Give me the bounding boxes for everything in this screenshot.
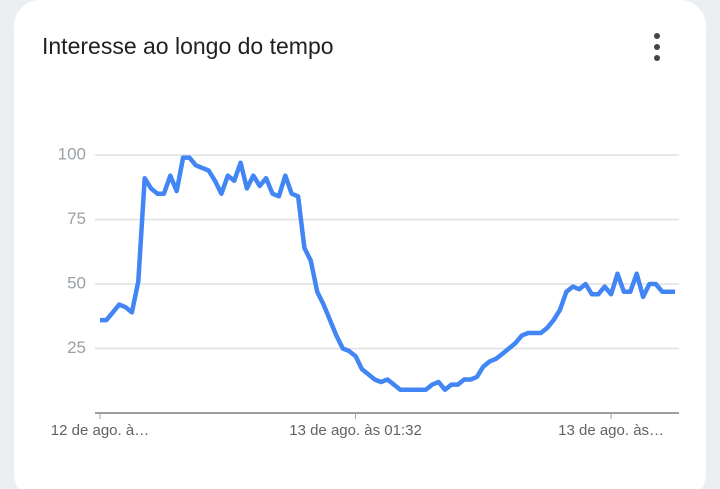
- x-tick-label: 13 de ago. às…: [558, 422, 664, 439]
- menu-button[interactable]: [654, 33, 660, 61]
- y-tick-label: 50: [67, 273, 86, 292]
- x-tick-label: 12 de ago. à…: [51, 422, 149, 439]
- y-tick-label: 75: [67, 209, 86, 228]
- x-tick-label: 13 de ago. às 01:32: [289, 422, 422, 439]
- y-tick-label: 25: [67, 338, 86, 357]
- card: [14, 0, 706, 489]
- trend-line: [100, 155, 675, 393]
- y-tick-label: 100: [58, 144, 86, 163]
- chart-title: Interesse ao longo do tempo: [42, 33, 334, 59]
